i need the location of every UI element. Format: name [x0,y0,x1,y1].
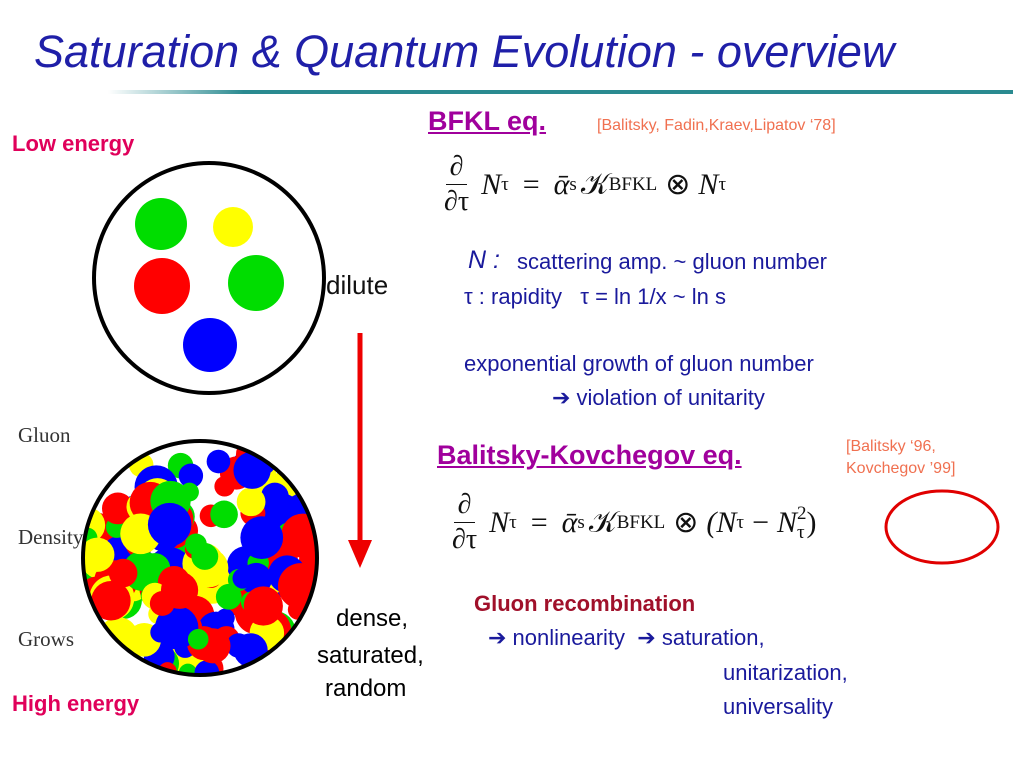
gluon [206,449,231,474]
text: Gluon recombination [474,591,696,616]
text: BFKL [616,511,666,533]
heading: BFKL eq. [428,106,547,136]
gluon [178,463,204,488]
heading: Balitsky-Kovchegov eq. [437,440,742,470]
text: τ [718,173,727,195]
text: Kovchegov ’99] [846,460,956,477]
text: s [577,511,585,533]
label: dense, [336,605,409,632]
text: 𝒦 [588,505,617,539]
highlight-circle [884,489,1000,565]
text: = [530,505,548,539]
label: random [325,675,407,702]
label: High energy [12,691,140,716]
text: = [522,167,540,201]
arrow-head [348,540,372,568]
text: 𝒦 [580,167,609,201]
text: ∂τ [452,524,478,555]
gluon [240,516,284,559]
text: Grows [18,627,74,651]
dense-nucleus [81,439,319,677]
text: ) [806,505,817,539]
label: dilute [326,270,389,300]
text: ∂ [445,150,468,185]
gluon [91,580,131,621]
label: saturated, [317,642,424,669]
text: τ [509,511,517,533]
text: τ [501,173,509,195]
text: ᾱ [553,167,570,201]
symbol: N : [468,246,500,274]
text: τ [797,521,805,543]
text: Gluon [18,423,71,447]
gluon [135,198,187,250]
gluon [84,537,115,572]
text: ⊗ [673,506,699,539]
gluon [183,318,237,372]
text: τ [736,511,745,533]
gluon [101,492,134,525]
dense-gluons [84,442,316,674]
text: ᾱ [561,505,578,539]
text: ∂τ [444,186,470,217]
gluon [228,255,284,311]
text: ➔ violation of unitarity [552,385,765,410]
text: exponential growth of gluon number [464,351,814,376]
citation: [Balitsky ‘96, Kovchegov ’99] [846,436,955,480]
gluon [108,558,138,588]
text: [Balitsky ‘96, [846,438,936,455]
text: ⊗ [665,168,691,201]
text: unitarization, [723,660,848,685]
gluon [236,487,266,517]
text: N [489,505,510,539]
gluon [210,500,238,529]
title-underline [108,90,1013,94]
gluon [150,622,171,643]
label: Low energy [12,131,135,156]
density-label: Gluon Density Grows [18,350,83,690]
text: − [752,505,769,539]
text: τ : rapidity τ = ln 1/x ~ ln s [464,284,726,309]
gluon [147,502,192,547]
gluon [232,568,254,589]
gluon [215,608,235,628]
gluon [187,628,209,650]
gluon [260,482,289,511]
text: (N [706,505,737,539]
gluon [160,571,199,609]
text: BFKL [608,173,658,195]
gluon [243,586,283,626]
text: universality [723,694,834,719]
text: N [481,167,502,201]
gluon [215,583,242,610]
text: N [776,505,797,539]
text: N [698,167,719,201]
title: Saturation & Quantum Evolution - overvie… [34,26,895,77]
text: s [569,173,577,195]
text: Density [18,525,84,549]
text: ∂ [453,488,476,523]
citation: [Balitsky, Fadin,Kraev,Lipatov ‘78] [597,117,836,134]
gluon [134,258,190,314]
text: 2 [797,502,807,524]
text: scattering amp. ~ gluon number [517,249,828,274]
gluon [191,543,219,570]
gluon [213,207,253,247]
text: ➔ nonlinearity ➔ saturation, [488,625,765,650]
gluon [194,660,220,674]
